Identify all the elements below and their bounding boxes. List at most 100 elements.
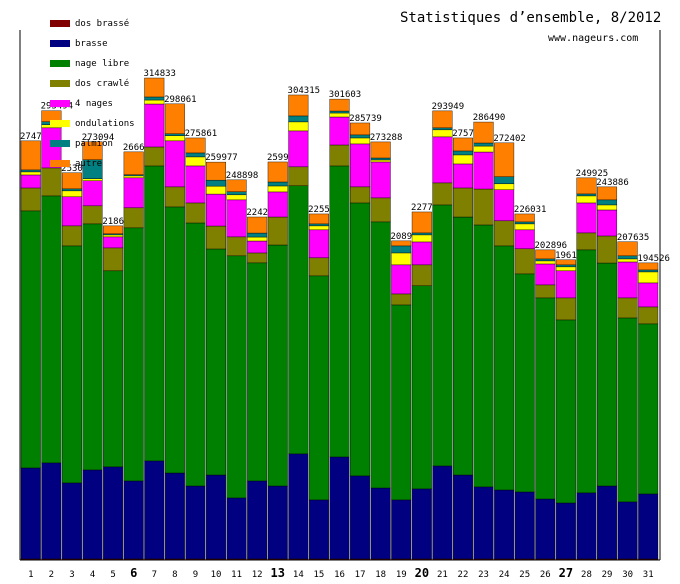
total-label: 249925 xyxy=(576,169,609,179)
bar-segment xyxy=(597,485,618,560)
total-label: 2186 xyxy=(102,217,124,227)
x-tick-label: 28 xyxy=(581,570,592,580)
bar-segment xyxy=(267,185,288,193)
bar-segment xyxy=(308,225,329,231)
total-label: 275861 xyxy=(185,129,218,139)
bar-segment xyxy=(308,223,329,227)
bar-segment xyxy=(411,241,432,266)
bar-segment xyxy=(597,209,618,237)
total-label: 2089 xyxy=(390,232,412,242)
total-label: 2599 xyxy=(267,153,289,163)
total-label: 226031 xyxy=(514,205,547,215)
bar-segment xyxy=(267,485,288,560)
x-tick-label: 7 xyxy=(152,570,157,580)
x-tick-label: 24 xyxy=(499,570,510,580)
bar-segment xyxy=(226,497,247,560)
x-tick-label: 14 xyxy=(293,570,304,580)
bar-segment xyxy=(308,499,329,560)
bar-segment xyxy=(288,130,309,168)
bar-segment xyxy=(20,171,41,176)
legend-swatch xyxy=(50,140,70,147)
bar-segment xyxy=(82,178,103,181)
bar-segment xyxy=(123,227,144,482)
total-label: 273094 xyxy=(82,133,115,143)
bar-segment xyxy=(226,255,247,499)
bar-segment xyxy=(535,260,556,265)
bar-segment xyxy=(370,141,391,159)
bar-segment xyxy=(597,204,618,211)
bar-segment xyxy=(638,282,659,308)
x-tick-label: 29 xyxy=(602,570,613,580)
bar-segment xyxy=(452,137,473,152)
bar-segment xyxy=(452,187,473,218)
bar-segment xyxy=(638,269,659,273)
bar-segment xyxy=(576,193,597,197)
bar-segment xyxy=(370,159,391,163)
bar-segment xyxy=(535,258,556,262)
bar-segment xyxy=(391,304,412,501)
bar-segment xyxy=(473,486,494,560)
bar-segment xyxy=(597,235,618,264)
bar-segment xyxy=(82,223,103,471)
bar-segment xyxy=(206,225,227,250)
bar-segment xyxy=(267,181,288,187)
legend-label: palmion xyxy=(75,139,113,149)
bar-segment xyxy=(391,240,412,247)
bar-segment xyxy=(473,224,494,488)
bar-segment xyxy=(432,182,453,206)
bar-segment xyxy=(20,187,41,212)
total-label: 272402 xyxy=(493,134,526,144)
bar-segment xyxy=(535,284,556,299)
bar-segment xyxy=(391,252,412,266)
bar-segment xyxy=(41,195,62,464)
bar-segment xyxy=(144,103,165,148)
total-label: 202896 xyxy=(535,241,568,251)
bar-segment xyxy=(555,264,576,268)
bar-segment xyxy=(185,165,206,204)
bar-segment xyxy=(308,257,329,277)
bar-segment xyxy=(432,204,453,467)
bar-segment xyxy=(535,263,556,286)
bar-segment xyxy=(226,179,247,192)
bar-segment xyxy=(350,134,371,139)
x-tick-label: 9 xyxy=(193,570,198,580)
bar-segment xyxy=(494,245,515,491)
bar-segment xyxy=(452,474,473,560)
bar-segment xyxy=(329,110,350,114)
bar-segment xyxy=(452,154,473,165)
bar-segment xyxy=(535,297,556,500)
bar-segment xyxy=(41,462,62,560)
x-tick-label: 4 xyxy=(90,570,95,580)
legend-swatch xyxy=(50,120,70,127)
bar-segment xyxy=(247,236,268,242)
total-label: 2757 xyxy=(452,129,474,139)
x-tick-label: 22 xyxy=(458,570,469,580)
total-label: 2277 xyxy=(411,203,433,213)
x-tick-label: 10 xyxy=(211,570,222,580)
bar-segment xyxy=(638,323,659,495)
bar-segment xyxy=(288,185,309,455)
legend-swatch xyxy=(50,40,70,47)
x-tick-label: 21 xyxy=(437,570,448,580)
bar-segment xyxy=(432,465,453,560)
bar-segment xyxy=(494,142,515,177)
bar-segment xyxy=(597,262,618,487)
bar-segment xyxy=(288,166,309,187)
bar-segment xyxy=(247,240,268,254)
bar-segment xyxy=(288,121,309,132)
bar-segment xyxy=(144,165,165,462)
bar-segment xyxy=(103,234,124,238)
bar-segment xyxy=(164,135,185,142)
bar-segment xyxy=(576,195,597,204)
bar-segment xyxy=(514,223,535,231)
bar-segment xyxy=(617,241,638,257)
x-tick-label: 3 xyxy=(69,570,74,580)
bar-segment xyxy=(494,183,515,190)
legend-swatch xyxy=(50,100,70,107)
legend-label: dos brassé xyxy=(75,18,129,29)
bar-segment xyxy=(473,145,494,153)
bar-segment xyxy=(164,140,185,188)
x-tick-label: 30 xyxy=(622,570,633,580)
bar-segment xyxy=(514,221,535,225)
bar-segment xyxy=(617,317,638,503)
